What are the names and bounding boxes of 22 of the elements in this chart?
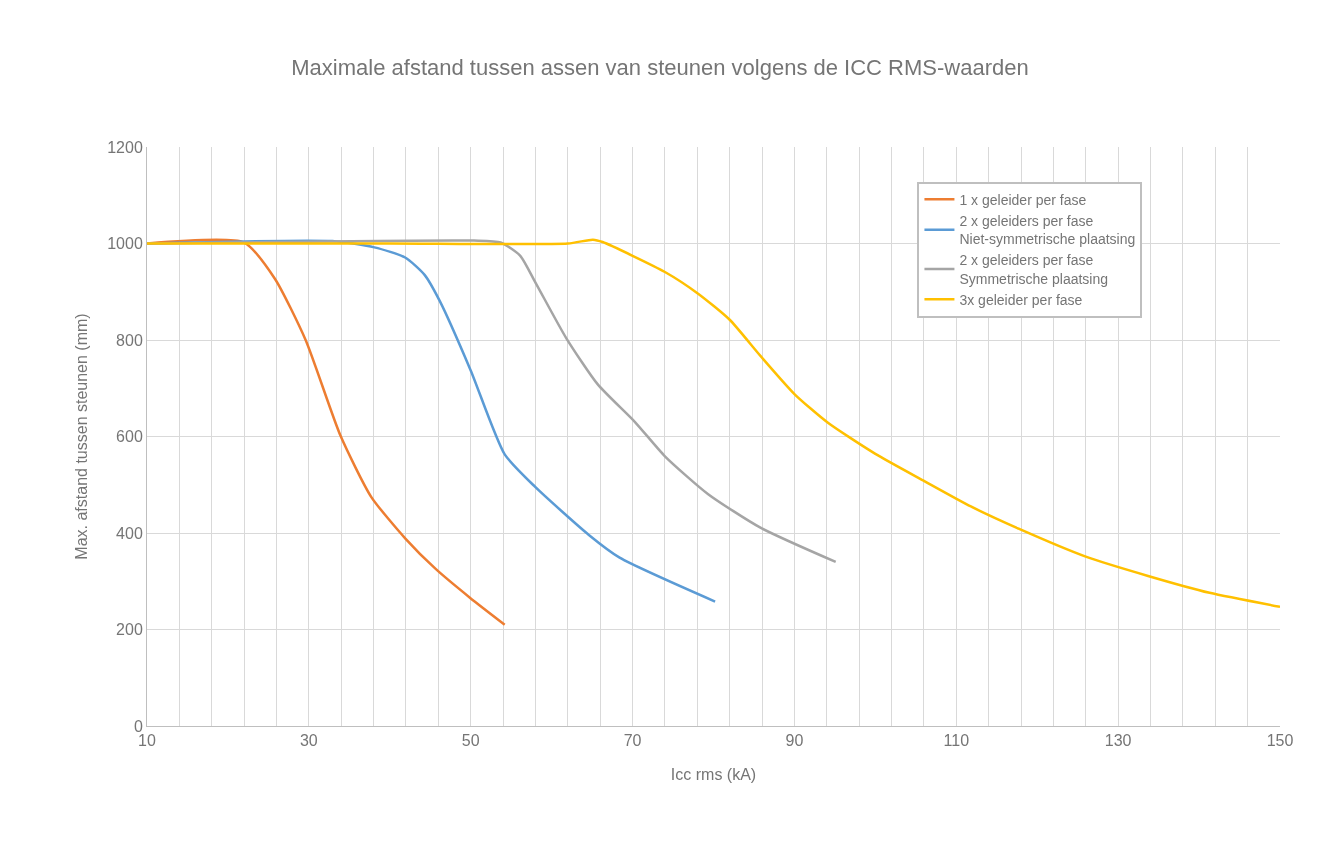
x-tick-label: 90	[785, 732, 804, 750]
x-tick-label: 30	[299, 732, 318, 750]
x-tick-label: 150	[1266, 732, 1294, 750]
x-tick-label: 110	[943, 732, 970, 750]
x-tick-label: 10	[138, 732, 156, 750]
x-tick-label: 50	[461, 732, 480, 750]
legend-label: 2 x geleiders per fase Niet-symmetrische plaatsing	[959, 213, 1136, 248]
x-axis-title: Icc rms (kA)	[670, 765, 757, 783]
chart-title: Maximale afstand tussen assen van steunen volgens de ICC RMS-waarden	[291, 54, 1029, 80]
y-axis-title: Max. afstand tussen steunen (mm)	[73, 313, 91, 560]
y-tick-label: 400	[116, 524, 143, 542]
y-tick-label: 0	[133, 717, 143, 735]
y-tick-label: 600	[116, 428, 143, 446]
y-tick-label: 1200	[107, 138, 143, 156]
legend-label: 2 x geleiders per fase Symmetrische plaatsing	[959, 252, 1109, 287]
x-tick-label: 130	[1104, 732, 1132, 750]
legend-label: 3x geleider per fase	[959, 291, 1083, 308]
y-tick-label: 200	[116, 621, 143, 639]
y-tick-label: 800	[116, 331, 143, 349]
y-tick-label: 1000	[107, 235, 143, 253]
legend-label: 1 x geleider per fase	[959, 191, 1087, 208]
x-tick-label: 70	[623, 732, 642, 750]
